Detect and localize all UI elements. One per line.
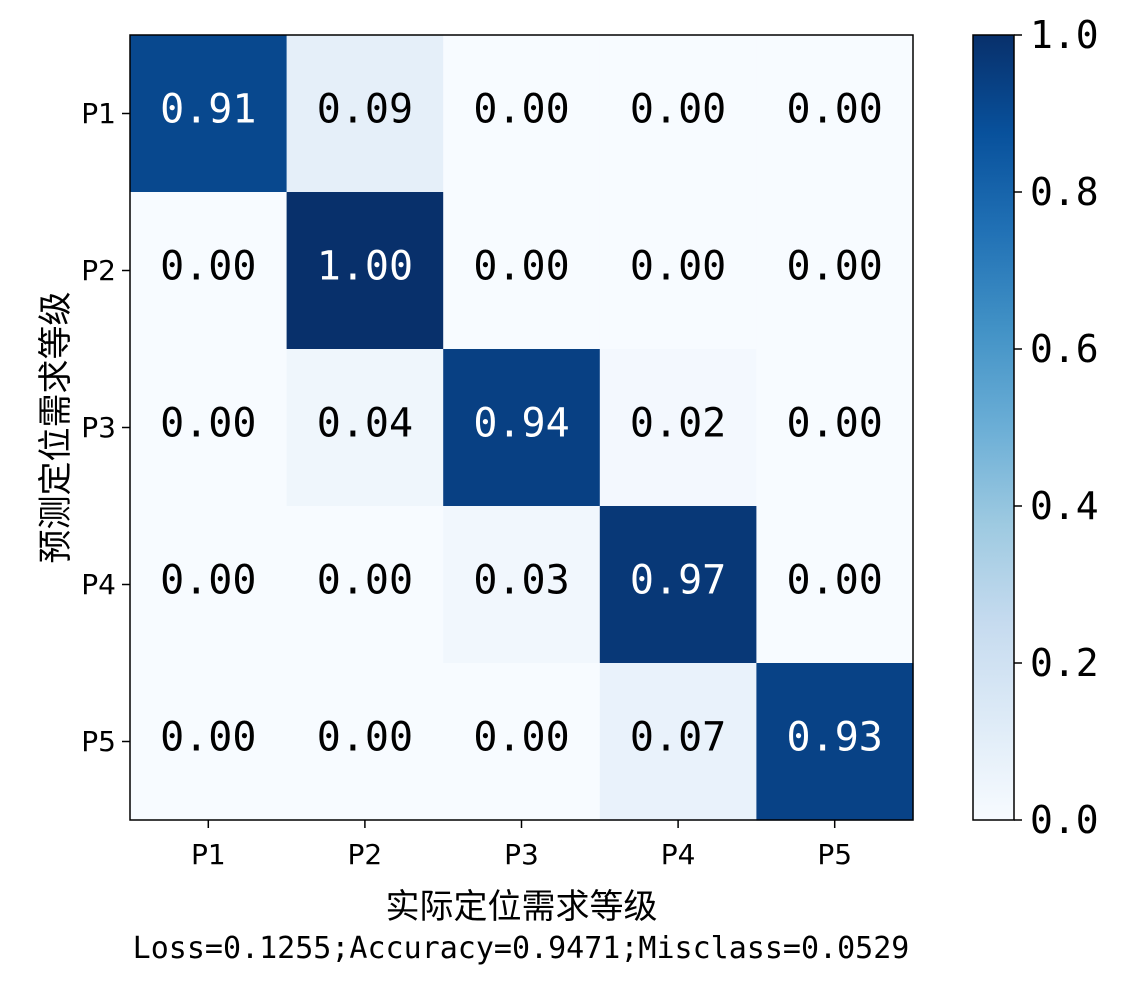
y-axis-ticks: P1 P2 P3 P4 P5: [81, 97, 130, 758]
cell-label-r1-c2: 0.09: [317, 87, 413, 133]
heatmap-cell-r4-c2: [286, 506, 444, 664]
y-axis-label: 预测定位需求等级: [36, 292, 76, 564]
x-tick-label-P2: P2: [348, 838, 383, 871]
cell-label-r1-c5: 0.00: [787, 87, 883, 133]
heatmap-cell-r2-c5: [756, 192, 914, 350]
heatmap-cell-labels: 0.91 0.09 0.00 0.00 0.00 0.00 1.00 0.00 0.00 0.00…: [160, 87, 883, 761]
cell-label-r2-c2: 1.00: [317, 244, 413, 290]
colorbar-tick-label-1: 0.2: [1030, 641, 1099, 685]
heatmap-cell-r5-c4: [599, 663, 757, 821]
heatmap-cell-r4-c4: [599, 506, 757, 664]
cell-label-r2-c3: 0.00: [473, 244, 569, 290]
heatmap-cell-r3-c2: [286, 349, 444, 507]
heatmap-cell-r1-c5: [756, 35, 914, 193]
heatmap-cell-r1-c2: [286, 35, 444, 193]
cell-label-r3-c5: 0.00: [787, 401, 883, 447]
cell-label-r5-c2: 0.00: [317, 715, 413, 761]
y-tick-label-P5: P5: [81, 725, 116, 758]
x-axis-label: 实际定位需求等级: [386, 887, 658, 927]
colorbar-tick-label-2: 0.4: [1030, 484, 1099, 528]
cell-label-r2-c5: 0.00: [787, 244, 883, 290]
x-tick-label-P3: P3: [504, 838, 539, 871]
heatmap-cell-r5-c1: [130, 663, 288, 821]
x-tick-label-P1: P1: [191, 838, 226, 871]
x-tick-label-P4: P4: [661, 838, 696, 871]
heatmap-cell-r3-c4: [599, 349, 757, 507]
cell-label-r4-c3: 0.03: [473, 558, 569, 604]
cell-label-r5-c1: 0.00: [160, 715, 256, 761]
cell-label-r4-c2: 0.00: [317, 558, 413, 604]
x-axis-ticks: P1 P2 P3 P4 P5: [191, 820, 852, 871]
colorbar-tick-label-0: 0.0: [1030, 798, 1099, 842]
y-tick-label-P1: P1: [81, 97, 116, 130]
heatmap-cell-r3-c1: [130, 349, 288, 507]
y-tick-label-P2: P2: [81, 254, 116, 287]
heatmap-cells: [130, 35, 914, 821]
metrics-caption: Loss=0.1255;Accuracy=0.9471;Misclass=0.0…: [133, 931, 910, 966]
heatmap-cell-r5-c5: [756, 663, 914, 821]
colorbar-tick-label-3: 0.6: [1030, 327, 1099, 371]
cell-label-r4-c4: 0.97: [630, 558, 726, 604]
colorbar-tick-label-5: 1.0: [1030, 13, 1099, 57]
heatmap-cell-r1-c3: [443, 35, 601, 193]
colorbar-ticks: 0.0 0.2 0.4 0.6 0.8 1.0: [1014, 13, 1099, 842]
heatmap-cell-r2-c4: [599, 192, 757, 350]
y-tick-label-P3: P3: [81, 411, 116, 444]
cell-label-r5-c4: 0.07: [630, 715, 726, 761]
cell-label-r2-c4: 0.00: [630, 244, 726, 290]
cell-label-r1-c3: 0.00: [473, 87, 569, 133]
cell-label-r4-c1: 0.00: [160, 558, 256, 604]
heatmap-cell-r1-c4: [599, 35, 757, 193]
heatmap-cell-r2-c2: [286, 192, 444, 350]
heatmap-cell-r4-c5: [756, 506, 914, 664]
heatmap-cell-r1-c1: [130, 35, 288, 193]
cell-label-r1-c1: 0.91: [160, 87, 256, 133]
cell-label-r3-c4: 0.02: [630, 401, 726, 447]
x-tick-label-P5: P5: [817, 838, 852, 871]
colorbar: [972, 34, 1015, 821]
cell-label-r5-c5: 0.93: [787, 715, 883, 761]
cell-label-r3-c3: 0.94: [473, 401, 569, 447]
heatmap-cell-r2-c3: [443, 192, 601, 350]
heatmap-cell-r2-c1: [130, 192, 288, 350]
y-tick-label-P4: P4: [81, 568, 116, 601]
cell-label-r4-c5: 0.00: [787, 558, 883, 604]
colorbar-tick-label-4: 0.8: [1030, 170, 1099, 214]
cell-label-r3-c2: 0.04: [317, 401, 413, 447]
heatmap-cell-r4-c3: [443, 506, 601, 664]
heatmap-cell-r5-c2: [286, 663, 444, 821]
heatmap-cell-r4-c1: [130, 506, 288, 664]
heatmap-cell-r3-c5: [756, 349, 914, 507]
cell-label-r3-c1: 0.00: [160, 401, 256, 447]
heatmap-cell-r3-c3: [443, 349, 601, 507]
cell-label-r1-c4: 0.00: [630, 87, 726, 133]
heatmap-cell-r5-c3: [443, 663, 601, 821]
cell-label-r5-c3: 0.00: [473, 715, 569, 761]
cell-label-r2-c1: 0.00: [160, 244, 256, 290]
